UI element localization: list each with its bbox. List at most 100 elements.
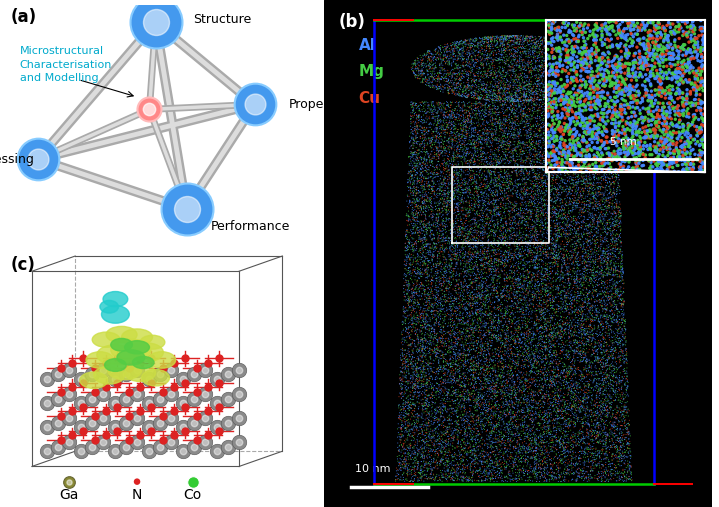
Point [653, 19, 664, 27]
Point [465, 367, 477, 375]
Point [476, 140, 487, 149]
Point [551, 454, 563, 462]
Point [571, 41, 582, 49]
Point [569, 363, 580, 371]
Point [400, 403, 411, 411]
Point [598, 376, 610, 384]
Point [560, 298, 572, 306]
Point [439, 191, 450, 199]
Point [547, 403, 559, 411]
Point [441, 467, 453, 475]
Point [470, 378, 481, 386]
Point [578, 126, 590, 134]
Point [699, 39, 710, 47]
Point [485, 142, 496, 151]
Point [487, 370, 498, 378]
Point [535, 206, 546, 214]
Point [416, 400, 428, 408]
Point [522, 113, 533, 121]
Point [597, 471, 609, 479]
Point [541, 155, 552, 163]
Point [575, 303, 587, 311]
Point [538, 249, 549, 257]
Point [519, 49, 531, 57]
Point [415, 337, 426, 345]
Point [500, 33, 511, 41]
Point [611, 366, 623, 374]
Point [523, 247, 535, 255]
Point [523, 68, 535, 76]
Point [482, 266, 494, 274]
Point [475, 38, 487, 46]
Point [441, 385, 453, 393]
Point [403, 153, 414, 161]
Point [616, 266, 628, 274]
Point [507, 432, 518, 440]
Point [577, 437, 589, 445]
Point [604, 174, 615, 183]
Point [513, 398, 524, 406]
Point [419, 126, 431, 134]
Point [578, 218, 590, 226]
Point [526, 246, 538, 255]
Point [562, 415, 574, 423]
Point [511, 107, 523, 115]
Point [487, 364, 499, 372]
Point [500, 313, 511, 321]
Point [539, 288, 551, 297]
Point [623, 405, 634, 413]
Point [471, 109, 482, 117]
Point [486, 128, 498, 136]
Point [485, 54, 497, 62]
Point [390, 472, 402, 480]
Point [405, 359, 416, 368]
Point [406, 441, 417, 449]
Point [408, 216, 419, 224]
Point [607, 381, 618, 389]
Point [572, 475, 583, 483]
Point [477, 130, 488, 138]
Point [410, 118, 421, 126]
Point [541, 277, 552, 285]
Point [472, 430, 484, 438]
Point [421, 196, 432, 204]
Point [531, 132, 542, 140]
Point [494, 71, 505, 80]
Point [562, 271, 574, 279]
Point [419, 351, 431, 359]
Point [413, 147, 425, 155]
Point [484, 87, 495, 95]
Point [485, 457, 497, 465]
Point [556, 281, 567, 289]
Point [577, 402, 589, 410]
Point [513, 298, 524, 306]
Point [470, 151, 481, 159]
Point [503, 418, 514, 426]
Point [446, 256, 457, 264]
Point [485, 173, 497, 181]
Point [592, 243, 604, 251]
Point [449, 477, 460, 485]
Point [602, 237, 613, 245]
Point [607, 135, 618, 143]
Point [473, 84, 485, 92]
Point [563, 176, 574, 184]
Point [414, 252, 426, 261]
Point [559, 454, 571, 462]
Point [497, 458, 508, 466]
Point [524, 80, 536, 88]
Point [413, 336, 424, 344]
Point [485, 418, 497, 426]
Point [599, 342, 610, 350]
Point [470, 451, 481, 459]
Point [416, 428, 428, 436]
Point [501, 76, 513, 84]
Point [483, 163, 495, 171]
Point [423, 250, 434, 259]
Point [612, 448, 623, 456]
Point [571, 74, 582, 82]
Point [419, 240, 431, 248]
Point [575, 384, 587, 392]
Point [515, 457, 526, 465]
Point [582, 305, 593, 313]
